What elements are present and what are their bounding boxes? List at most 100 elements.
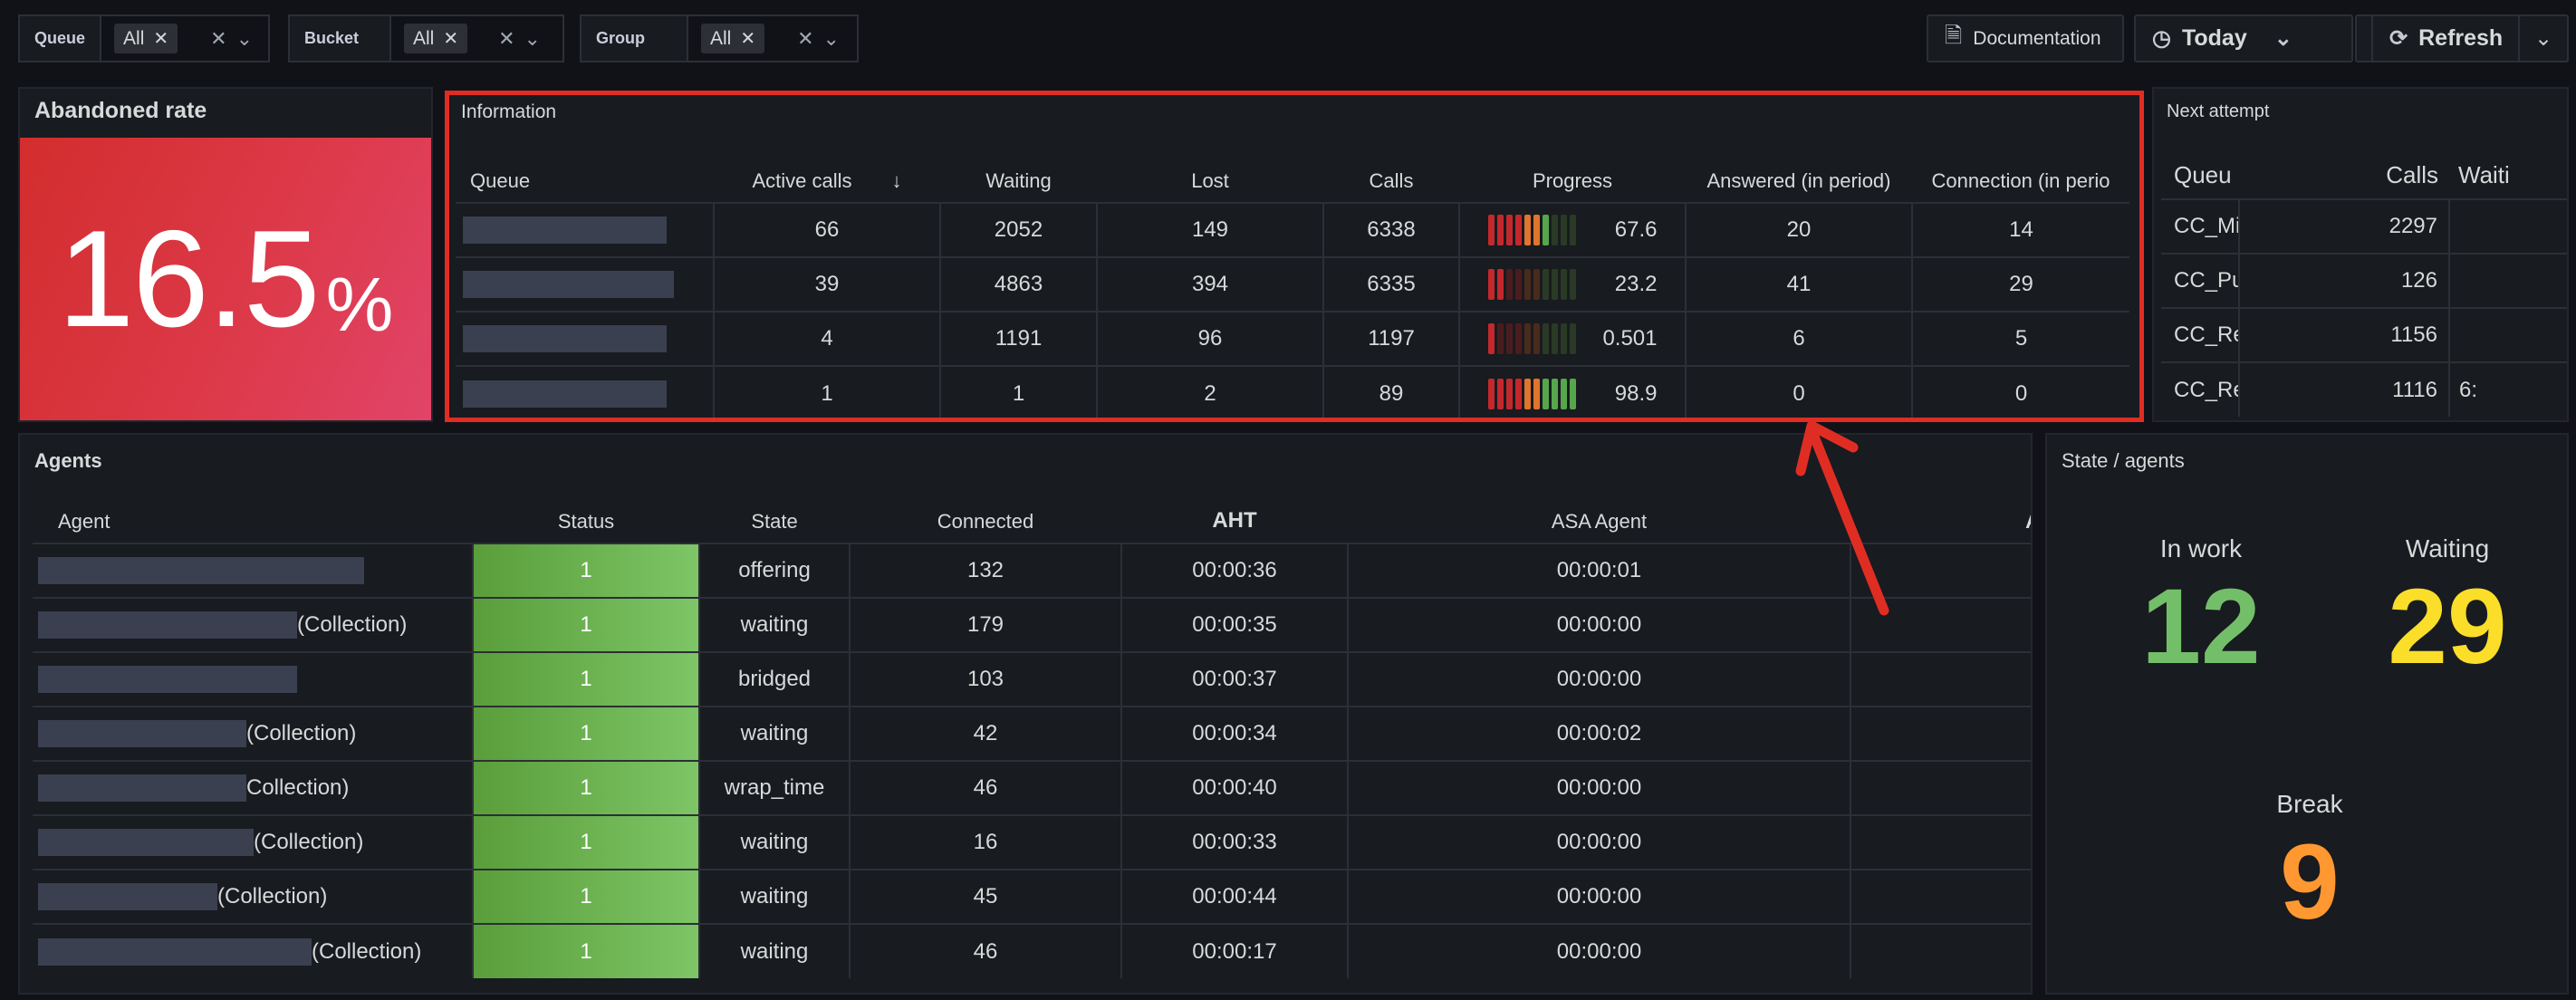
panel-title: Next attempt <box>2167 101 2270 121</box>
col-a[interactable]: A <box>1850 489 2031 543</box>
state-label: Break <box>2276 790 2343 818</box>
connected-cell: 42 <box>850 706 1122 761</box>
gauge-segment <box>1551 269 1558 300</box>
connected-cell: 45 <box>850 869 1122 924</box>
chevron-down-icon: ⌄ <box>2273 26 2292 51</box>
highlight-box <box>445 91 2144 422</box>
bucket-filter-label: Bucket <box>290 16 391 61</box>
col-queue[interactable]: Queu <box>2174 161 2232 188</box>
queue-cell: CC_Mis <box>2161 198 2240 254</box>
col-waiting[interactable]: Waiting <box>985 169 1052 192</box>
remove-chip-icon[interactable]: ✕ <box>153 29 169 49</box>
clear-icon[interactable]: ✕ <box>498 26 515 50</box>
connection-cell: 29 <box>1912 256 2129 312</box>
col-connection[interactable]: Connection (in perio <box>1931 169 2110 192</box>
gauge-segment <box>1569 215 1576 245</box>
chevron-down-icon[interactable]: ⌄ <box>524 26 541 50</box>
panel-title: Agents <box>34 449 102 472</box>
connection-cell: 14 <box>1912 202 2129 257</box>
panel-title: State / agents <box>2062 449 2185 472</box>
calls-cell: 6338 <box>1323 202 1460 257</box>
redacted-agent-name <box>38 829 254 856</box>
state-cell: offering <box>699 543 851 598</box>
table-row: CC_Pus126 <box>2161 253 2567 308</box>
gauge-segment <box>1514 215 1522 245</box>
remove-chip-icon[interactable]: ✕ <box>740 29 756 49</box>
state-label: In work <box>2159 534 2243 562</box>
gauge-segment <box>1551 323 1558 354</box>
table-row: Collection) 1 wrap_time 46 00:00:40 00:00:00 <box>33 760 2031 815</box>
group-filter-chip[interactable]: All ✕ <box>701 24 765 53</box>
col-progress[interactable]: Progress <box>1532 169 1613 192</box>
state-value: 12 <box>2141 567 2261 687</box>
gauge-segment <box>1487 378 1495 409</box>
bucket-filter-chip[interactable]: All ✕ <box>404 24 468 53</box>
agent-suffix: (Collection) <box>254 830 364 854</box>
agent-suffix: (Collection) <box>246 721 357 745</box>
queue-filter[interactable]: Queue All ✕ ✕ ⌄ <box>18 14 270 62</box>
gauge-segment <box>1505 378 1513 409</box>
time-range-picker[interactable]: ◷ Today ⌄ <box>2134 14 2353 62</box>
gauge-segment <box>1533 378 1540 409</box>
a-cell <box>1850 543 2031 598</box>
col-queue[interactable]: Queue <box>470 169 531 192</box>
refresh-interval-dropdown[interactable]: ⌄ <box>2518 14 2569 62</box>
chevron-down-icon[interactable]: ⌄ <box>822 26 840 50</box>
chip-value: All <box>123 27 145 49</box>
answered-cell: 0 <box>1686 365 1913 420</box>
active-calls-cell: 66 <box>714 202 941 257</box>
status-cell: 1 <box>473 869 700 924</box>
queue-cell <box>456 365 715 420</box>
col-connected[interactable]: Connected <box>937 510 1034 533</box>
col-lost[interactable]: Lost <box>1191 169 1229 192</box>
col-agent[interactable]: Agent <box>58 510 111 533</box>
col-calls[interactable]: Calls <box>1369 169 1414 192</box>
queue-filter-chip[interactable]: All ✕ <box>114 24 178 53</box>
remove-chip-icon[interactable]: ✕ <box>443 29 459 49</box>
queue-cell: CC_Ret <box>2161 361 2240 417</box>
status-cell: 1 <box>473 651 700 707</box>
gauge-segment <box>1542 378 1549 409</box>
clear-icon[interactable]: ✕ <box>210 26 227 50</box>
refresh-icon: ⟳ <box>2389 26 2408 51</box>
col-status[interactable]: Status <box>557 510 615 533</box>
waiting-cell <box>2449 253 2567 308</box>
col-waiting[interactable]: Waiti <box>2458 161 2510 188</box>
redacted-agent-name <box>38 720 246 747</box>
chevron-down-icon[interactable]: ⌄ <box>235 26 253 50</box>
connected-cell: 179 <box>850 597 1122 652</box>
col-active-calls[interactable]: Active calls ↓ <box>714 149 940 203</box>
table-row: 1 offering 132 00:00:36 00:00:01 <box>33 543 2031 598</box>
documentation-button[interactable]: 🗎 Documentation <box>1927 14 2124 62</box>
progress-cell: 67.6 <box>1459 202 1687 257</box>
group-filter[interactable]: Group All ✕ ✕ ⌄ <box>580 14 859 62</box>
aht-cell: 00:00:36 <box>1121 543 1349 598</box>
aht-cell: 00:00:34 <box>1121 706 1349 761</box>
col-answered[interactable]: Answered (in period) <box>1706 169 1891 192</box>
table-row: CC_Ret1156 <box>2161 307 2567 362</box>
clear-icon[interactable]: ✕ <box>797 26 814 50</box>
state-cell: waiting <box>699 706 851 761</box>
col-calls[interactable]: Calls <box>2386 161 2438 188</box>
a-cell <box>1850 597 2031 652</box>
gauge-segment <box>1551 215 1558 245</box>
gauge-segment <box>1496 378 1504 409</box>
col-aht[interactable]: AHT <box>1212 508 1257 533</box>
gauge-segment <box>1496 269 1504 300</box>
progress-cell: 23.2 <box>1459 256 1687 312</box>
progress-gauge <box>1487 378 1576 409</box>
waiting-cell: 4863 <box>940 256 1098 312</box>
col-state[interactable]: State <box>751 510 798 533</box>
table-row: CC_Mis2297 <box>2161 198 2567 254</box>
lost-cell: 149 <box>1097 202 1324 257</box>
col-asa-agent[interactable]: ASA Agent <box>1551 510 1648 533</box>
bucket-filter[interactable]: Bucket All ✕ ✕ ⌄ <box>288 14 564 62</box>
gauge-segment <box>1569 378 1576 409</box>
state-in-work: In work 12 <box>2101 534 2301 688</box>
calls-cell: 2297 <box>2239 198 2450 254</box>
table-row: (Collection) 1 waiting 46 00:00:17 00:00:00 <box>33 923 2031 978</box>
redacted-agent-name <box>38 666 297 693</box>
gauge-segment <box>1514 378 1522 409</box>
gauge-segment <box>1542 269 1549 300</box>
aht-cell: 00:00:33 <box>1121 814 1349 870</box>
